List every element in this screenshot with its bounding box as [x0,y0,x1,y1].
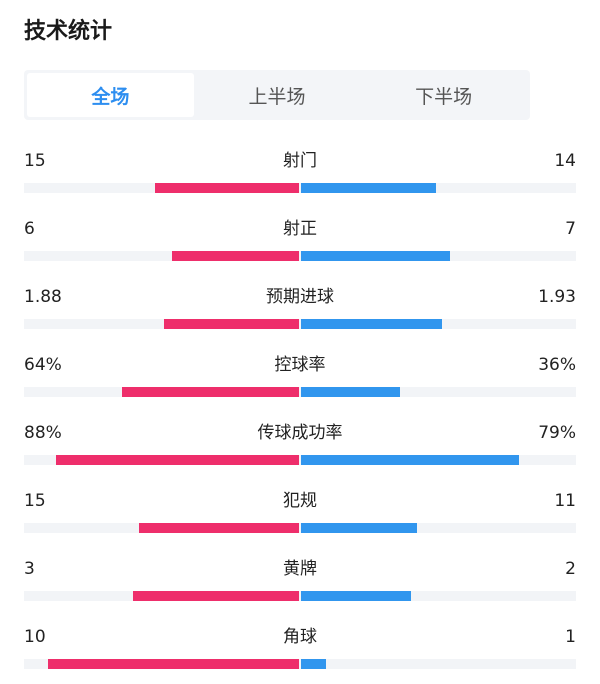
home-bar [48,659,299,669]
home-value: 15 [24,151,46,171]
away-bar [301,251,450,261]
stat-label: 控球率 [274,355,326,375]
home-bar [133,591,299,601]
home-bar [56,455,299,465]
stat-label: 传球成功率 [257,423,343,443]
home-value: 6 [24,219,35,239]
home-value: 10 [24,627,46,647]
stat-label: 犯规 [283,491,317,511]
home-value: 64% [24,355,62,375]
stat-row-shots: 15 射门 14 [0,138,600,206]
away-value: 79% [538,423,576,443]
home-bar [155,183,299,193]
away-bar [301,523,417,533]
away-value: 36% [538,355,576,375]
away-bar [301,591,411,601]
home-value: 15 [24,491,46,511]
stat-track [24,183,576,193]
stat-label: 黄牌 [283,559,317,579]
period-tabs: 全场 上半场 下半场 [24,70,530,120]
home-bar [139,523,299,533]
stat-row-shots-on-target: 6 射正 7 [0,206,600,274]
away-value: 7 [565,219,576,239]
home-value: 88% [24,423,62,443]
stat-track [24,455,576,465]
stat-track [24,591,576,601]
home-value: 3 [24,559,35,579]
stat-track [24,523,576,533]
home-bar [122,387,299,397]
tab-first-half[interactable]: 上半场 [248,85,306,108]
away-value: 2 [565,559,576,579]
home-bar [164,319,299,329]
stat-row-expected-goals: 1.88 预期进球 1.93 [0,274,600,342]
stat-row-possession: 64% 控球率 36% [0,342,600,410]
away-value: 11 [554,491,576,511]
stats-list: 15 射门 14 6 射正 7 1.88 预期进球 1.93 [0,138,600,682]
away-value: 1.93 [538,287,576,307]
stat-row-fouls: 15 犯规 11 [0,478,600,546]
stat-track [24,659,576,669]
page-title: 技术统计 [24,19,113,44]
tab-full-match[interactable]: 全场 [27,73,194,117]
stat-label: 角球 [283,627,317,647]
stat-label: 射门 [283,151,317,171]
stat-track [24,387,576,397]
stat-row-pass-accuracy: 88% 传球成功率 79% [0,410,600,478]
away-bar [301,183,436,193]
away-bar [301,659,326,669]
home-bar [172,251,299,261]
away-bar [301,319,442,329]
away-bar [301,387,400,397]
stat-row-yellow-cards: 3 黄牌 2 [0,546,600,614]
stat-row-corners: 10 角球 1 [0,614,600,682]
stat-label: 预期进球 [266,287,334,307]
away-bar [301,455,519,465]
stat-label: 射正 [283,219,317,239]
stat-track [24,251,576,261]
home-value: 1.88 [24,287,62,307]
tab-second-half[interactable]: 下半场 [415,85,473,108]
stat-track [24,319,576,329]
away-value: 14 [554,151,576,171]
away-value: 1 [565,627,576,647]
